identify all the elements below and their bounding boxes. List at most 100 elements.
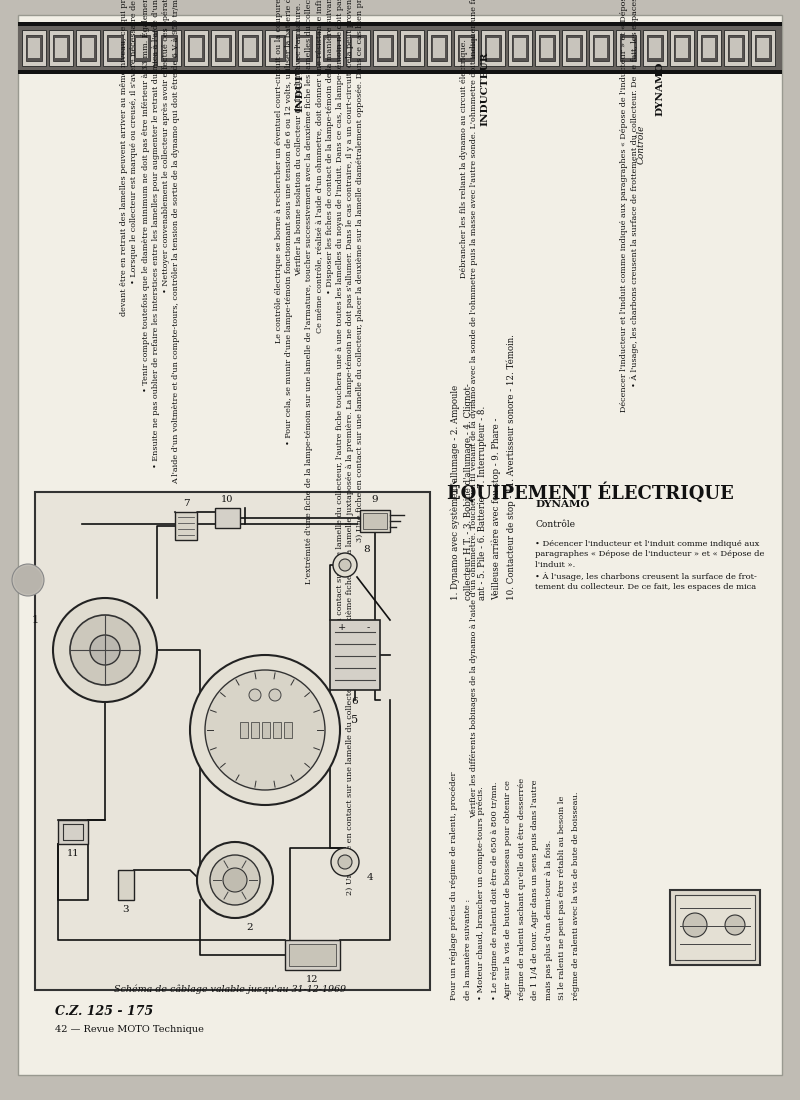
Bar bbox=[26, 35, 42, 60]
Text: Le contrôle électrique se borne à rechercher un éventuel court-circuit ou la cou: Le contrôle électrique se borne à recher… bbox=[275, 0, 364, 895]
Text: mais pas plus d'un demi-tour à la fois.: mais pas plus d'un demi-tour à la fois. bbox=[545, 839, 553, 1000]
Text: collecteur H.T. - 3. Bobine d'allumage - 4. Clignot-: collecteur H.T. - 3. Bobine d'allumage -… bbox=[464, 383, 473, 600]
Bar bbox=[454, 30, 478, 66]
Bar bbox=[400, 30, 424, 66]
Bar bbox=[58, 820, 88, 844]
Text: Si le ralenti ne peut pas être rétabli au besoin le: Si le ralenti ne peut pas être rétabli a… bbox=[558, 795, 566, 1000]
Bar bbox=[18, 22, 782, 26]
Bar bbox=[377, 35, 393, 60]
Bar bbox=[107, 35, 123, 60]
Bar bbox=[433, 39, 445, 58]
Bar bbox=[325, 39, 337, 58]
Circle shape bbox=[70, 615, 140, 685]
Text: 6: 6 bbox=[352, 697, 358, 706]
Circle shape bbox=[12, 564, 44, 596]
Text: Décencer l'inducteur et l'induit comme indiqué aux paragraphes « Dépose de l'ind: Décencer l'inducteur et l'induit comme i… bbox=[620, 0, 639, 411]
Bar bbox=[134, 35, 150, 60]
Bar bbox=[161, 35, 177, 60]
Text: 10. Contacteur de stop - 11. Avertisseur sonore - 12. Témoin.: 10. Contacteur de stop - 11. Avertisseur… bbox=[506, 334, 515, 600]
Circle shape bbox=[683, 913, 707, 937]
Bar bbox=[539, 35, 555, 60]
Bar bbox=[675, 895, 755, 960]
Bar bbox=[352, 39, 364, 58]
Text: -: - bbox=[366, 624, 370, 632]
Bar bbox=[622, 39, 634, 58]
Text: INDUCTEUR: INDUCTEUR bbox=[480, 52, 489, 127]
Text: 5: 5 bbox=[351, 715, 358, 725]
Bar bbox=[285, 940, 340, 970]
Bar bbox=[514, 39, 526, 58]
Bar bbox=[82, 39, 94, 58]
Bar bbox=[269, 35, 285, 60]
Bar bbox=[508, 30, 532, 66]
Bar bbox=[292, 30, 316, 66]
Bar bbox=[296, 35, 312, 60]
Bar bbox=[728, 35, 744, 60]
Bar bbox=[175, 512, 197, 540]
Bar bbox=[184, 30, 208, 66]
Text: • Le régime de ralenti doit être de 650 à 800 tr/mn.: • Le régime de ralenti doit être de 650 … bbox=[490, 781, 498, 1000]
Text: de 1 1/4 de tour. Agir dans un sens puis dans l'autre: de 1 1/4 de tour. Agir dans un sens puis… bbox=[531, 780, 539, 1000]
Bar bbox=[289, 944, 336, 966]
Circle shape bbox=[90, 635, 120, 666]
Text: 3: 3 bbox=[122, 905, 130, 914]
Bar bbox=[190, 39, 202, 58]
Bar bbox=[589, 30, 613, 66]
Bar bbox=[487, 39, 499, 58]
Bar bbox=[28, 39, 40, 58]
Bar bbox=[273, 722, 281, 738]
Bar bbox=[18, 22, 782, 74]
Text: ÉQUIPEMENT ÉLECTRIQUE: ÉQUIPEMENT ÉLECTRIQUE bbox=[446, 482, 734, 503]
Circle shape bbox=[190, 654, 340, 805]
Circle shape bbox=[333, 553, 357, 578]
Bar bbox=[755, 35, 771, 60]
Text: • Moteur chaud, brancher un compte-tours précis.: • Moteur chaud, brancher un compte-tours… bbox=[477, 786, 485, 1000]
Bar bbox=[616, 30, 640, 66]
Bar bbox=[697, 30, 721, 66]
Circle shape bbox=[725, 915, 745, 935]
Bar bbox=[541, 39, 553, 58]
Bar bbox=[373, 30, 397, 66]
Bar bbox=[701, 35, 717, 60]
Text: régime de ralenti avec la vis de bute de boisseau.: régime de ralenti avec la vis de bute de… bbox=[571, 792, 579, 1000]
Bar bbox=[22, 30, 46, 66]
Bar bbox=[730, 39, 742, 58]
Bar bbox=[238, 30, 262, 66]
Text: 12: 12 bbox=[306, 976, 318, 984]
Bar bbox=[76, 30, 100, 66]
Bar bbox=[284, 722, 292, 738]
Bar bbox=[593, 35, 609, 60]
Bar bbox=[643, 30, 667, 66]
Bar bbox=[103, 30, 127, 66]
Bar bbox=[512, 35, 528, 60]
Bar bbox=[481, 30, 505, 66]
Bar bbox=[363, 513, 387, 529]
Bar bbox=[53, 35, 69, 60]
Bar bbox=[460, 39, 472, 58]
Bar bbox=[404, 35, 420, 60]
Circle shape bbox=[331, 848, 359, 876]
Circle shape bbox=[197, 842, 273, 918]
Bar bbox=[647, 35, 663, 60]
Bar bbox=[360, 510, 390, 532]
Circle shape bbox=[14, 566, 42, 594]
Bar bbox=[215, 35, 231, 60]
Bar bbox=[535, 30, 559, 66]
Bar bbox=[649, 39, 661, 58]
Text: 8: 8 bbox=[364, 546, 370, 554]
Text: régime de ralenti sachant qu'elle doit être desserrée: régime de ralenti sachant qu'elle doit ê… bbox=[518, 778, 526, 1000]
Circle shape bbox=[339, 559, 351, 571]
Bar bbox=[242, 35, 258, 60]
Bar bbox=[757, 39, 769, 58]
Bar bbox=[157, 30, 181, 66]
Text: Contrôle: Contrôle bbox=[535, 520, 575, 529]
Text: 1. Dynamo avec système d'allumage - 2. Ampoule: 1. Dynamo avec système d'allumage - 2. A… bbox=[450, 385, 459, 600]
Bar bbox=[670, 890, 760, 965]
Text: Pour un réglage précis du régime de ralenti, procéder: Pour un réglage précis du régime de rale… bbox=[450, 771, 458, 1000]
Bar bbox=[298, 39, 310, 58]
Text: 11: 11 bbox=[66, 849, 79, 858]
Text: +: + bbox=[338, 624, 346, 632]
Bar bbox=[163, 39, 175, 58]
Bar bbox=[217, 39, 229, 58]
Bar bbox=[427, 30, 451, 66]
